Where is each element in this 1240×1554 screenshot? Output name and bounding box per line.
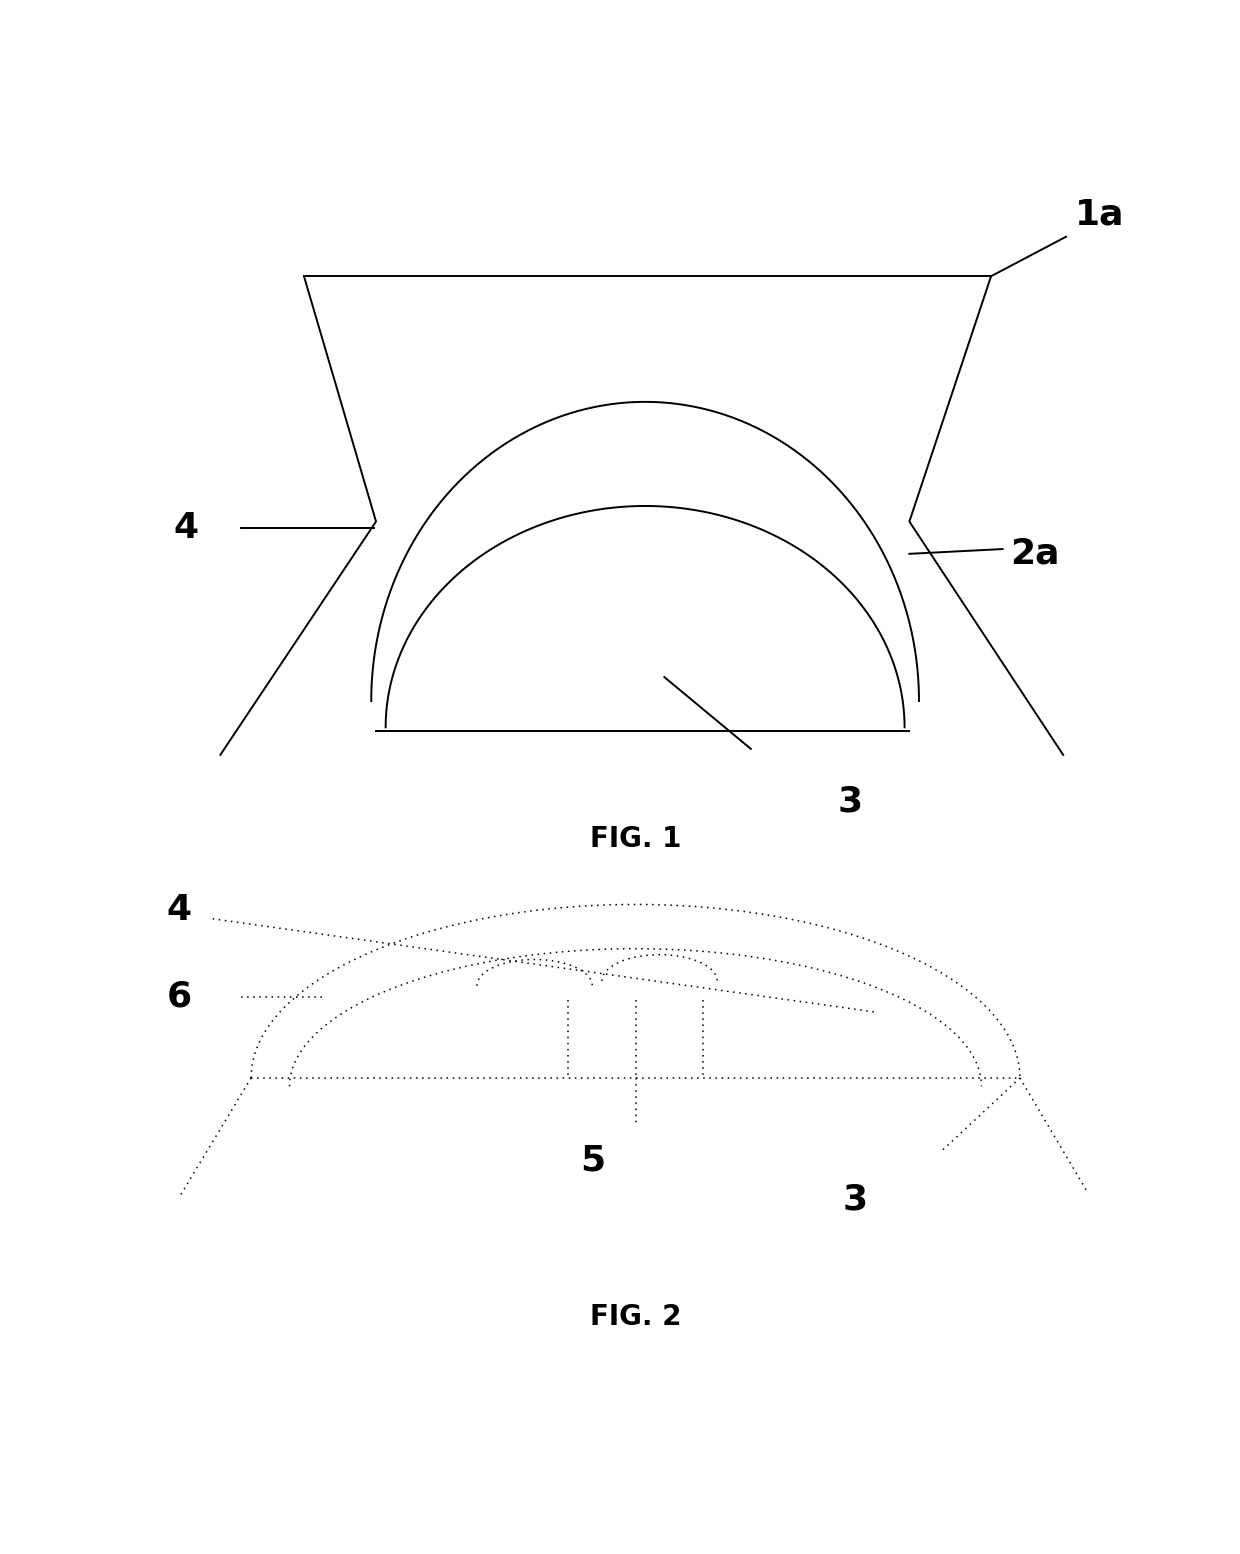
Text: 1a: 1a <box>1075 197 1125 232</box>
Text: 3: 3 <box>837 785 863 819</box>
Text: FIG. 1: FIG. 1 <box>590 825 681 853</box>
Text: 4: 4 <box>174 511 198 544</box>
Text: 5: 5 <box>579 1144 605 1178</box>
Text: 4: 4 <box>166 894 191 928</box>
Text: 6: 6 <box>166 979 191 1013</box>
Text: 3: 3 <box>842 1183 867 1217</box>
Text: 2a: 2a <box>1011 536 1060 570</box>
Text: FIG. 2: FIG. 2 <box>590 1304 681 1332</box>
